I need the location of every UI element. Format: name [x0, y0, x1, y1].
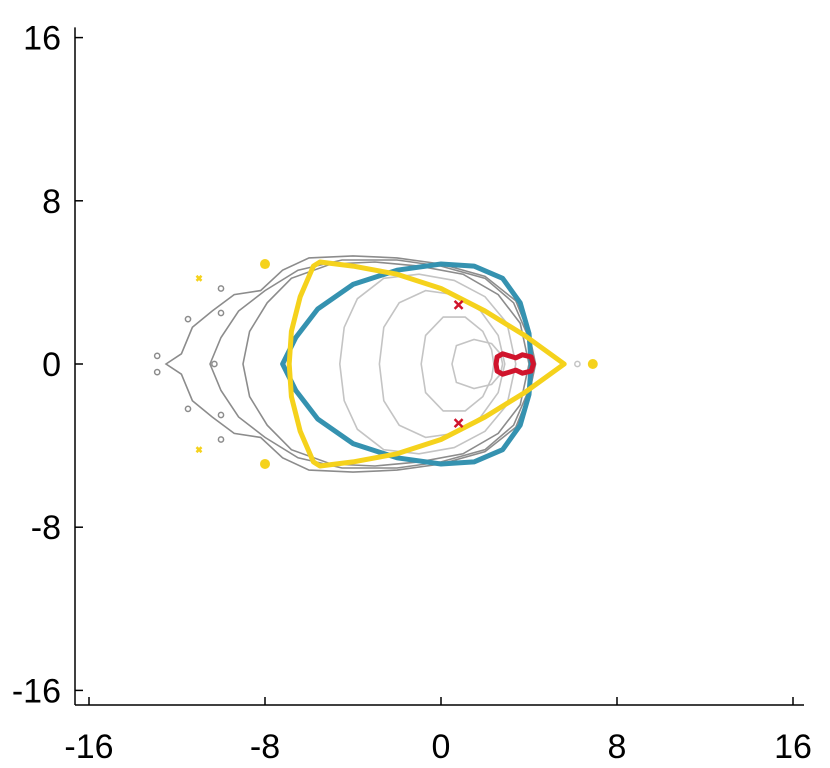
- x-tick-label-3: 0: [432, 728, 451, 766]
- y-tick-label-2: 8: [42, 183, 61, 221]
- contour-line-3: [242, 261, 530, 467]
- marker-4: [195, 274, 203, 282]
- point-markers: [153, 259, 598, 469]
- contour-line-6: [420, 316, 495, 412]
- marker-11: [217, 411, 225, 419]
- x-tick-label-4: 8: [608, 728, 627, 766]
- contour-line-4: [338, 273, 517, 455]
- series-curve-2: [286, 259, 567, 469]
- x-tick-label-1: -16: [64, 728, 113, 766]
- tick-marks: 16 8 0 -8 -16-16 -8 0 8 16: [12, 20, 812, 766]
- marker-16: [153, 368, 161, 376]
- marker-10: [217, 309, 225, 317]
- x-tick-label-2: -8: [250, 728, 280, 766]
- marker-12: [217, 285, 225, 292]
- y-tick-label-5: -16: [12, 672, 61, 710]
- y-tick-label-1: 16: [23, 20, 61, 58]
- marker-8: [184, 315, 192, 323]
- curve-series: [280, 259, 567, 469]
- y-tick-label-3: 0: [42, 346, 61, 384]
- marker-13: [217, 436, 225, 443]
- marker-17: [574, 360, 581, 368]
- series-curve-3: [493, 351, 536, 377]
- x-tick-label-5: 16: [774, 728, 812, 766]
- axes: [74, 27, 804, 706]
- marker-6: [453, 299, 464, 310]
- marker-5: [195, 446, 203, 454]
- y-tick-label-4: -8: [31, 509, 61, 547]
- marker-15: [153, 352, 161, 360]
- marker-14: [211, 360, 218, 368]
- marker-1: [260, 259, 270, 270]
- marker-2: [260, 458, 270, 469]
- marker-9: [184, 405, 192, 413]
- marker-3: [587, 359, 598, 369]
- contour-line-5: [378, 289, 506, 439]
- marker-7: [453, 418, 464, 429]
- contour-line-7: [451, 338, 504, 390]
